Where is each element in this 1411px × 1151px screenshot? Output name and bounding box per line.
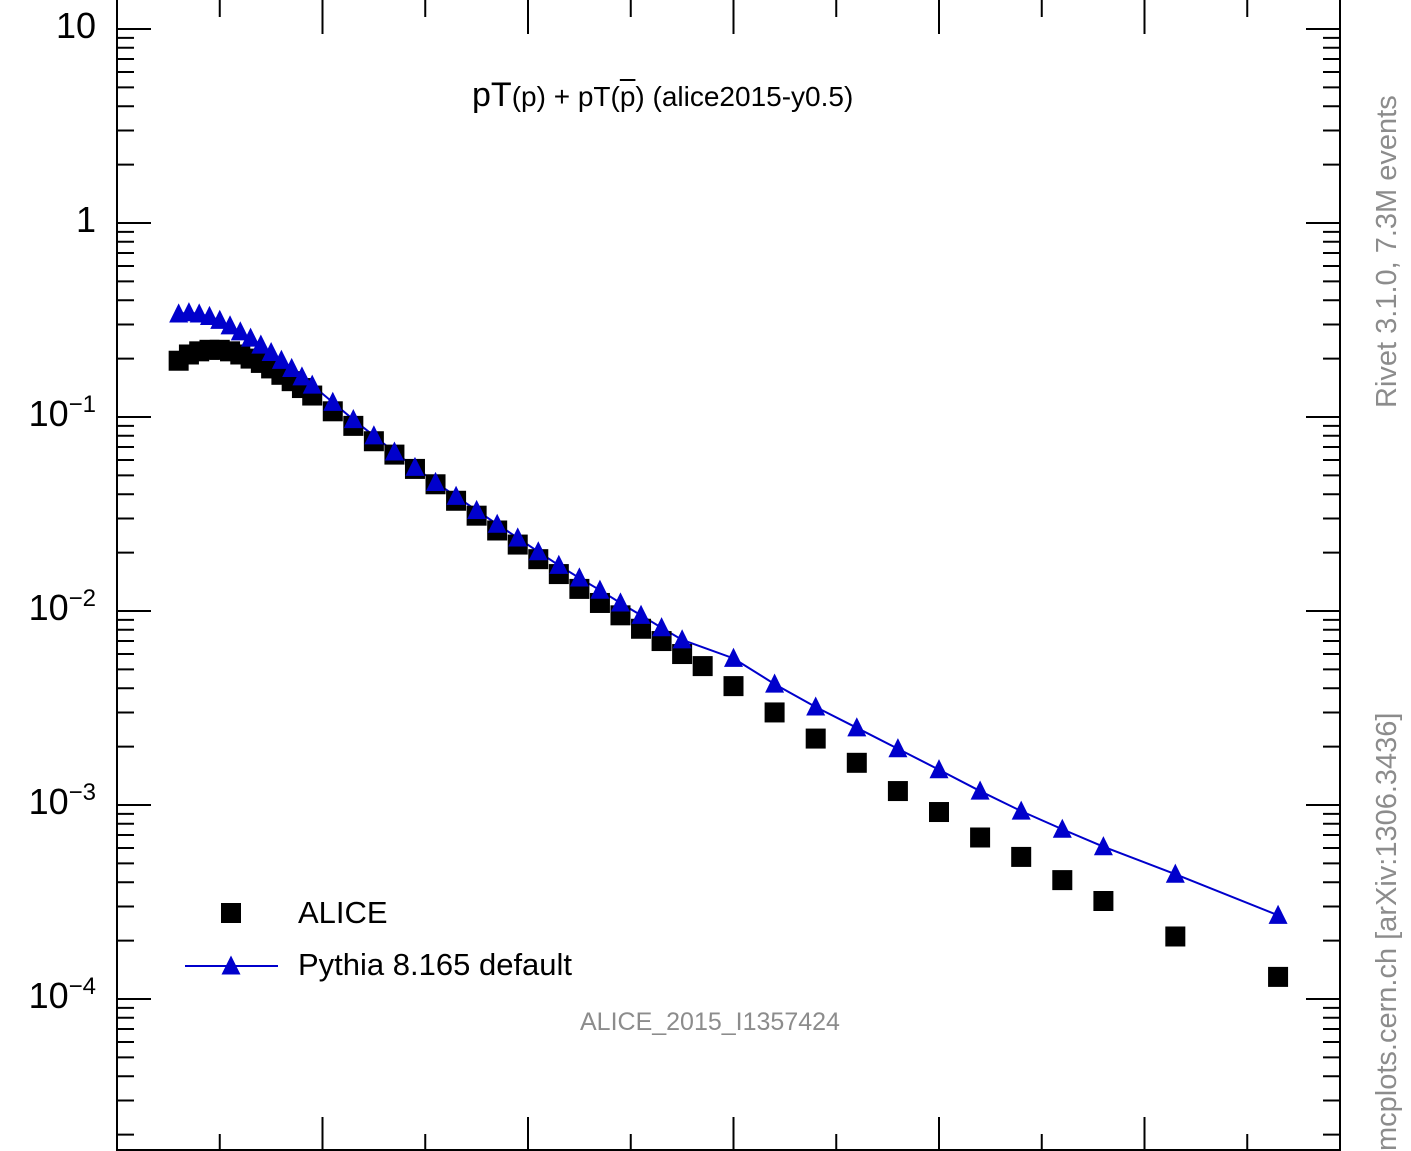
pythia-data-point [724, 647, 743, 667]
pythia-data-point [282, 357, 302, 377]
series-line-pythia [178, 311, 1279, 917]
series-lines [178, 311, 1279, 917]
pythia-data-point [426, 471, 446, 491]
pythia-data-point [590, 579, 610, 599]
legend-marker-alice [221, 903, 241, 923]
pythia-data-point [230, 321, 250, 341]
pythia-data-point [847, 717, 867, 737]
alice-data-point [887, 781, 908, 802]
alice-data-point [846, 752, 867, 773]
pythia-data-point [487, 513, 507, 533]
pythia-data-point [1165, 863, 1185, 883]
alice-data-point [1052, 870, 1073, 891]
y-tick-label: 10−2 [6, 585, 96, 629]
y-tick-label: 10−1 [6, 391, 96, 435]
pythia-data-point [610, 592, 630, 612]
pythia-data-point [405, 456, 425, 476]
title-part-d: p [619, 81, 636, 112]
y-tick-label-base: 1 [75, 199, 96, 240]
pythia-data-point [652, 617, 672, 637]
y-tick-label: 10−3 [6, 779, 96, 823]
legend-markers [185, 903, 278, 975]
pythia-data-point [1011, 800, 1031, 820]
pythia-data-point [251, 334, 271, 354]
chart-title: pT(p) + pT(p) (alice2015-y0.5) [472, 76, 853, 115]
pythia-data-point [806, 696, 826, 716]
alice-data-point [805, 728, 826, 749]
pythia-data-point [970, 780, 990, 800]
pythia-data-point [569, 567, 589, 587]
pythia-data-point [210, 309, 230, 329]
pythia-data-point [549, 554, 569, 574]
y-tick-label-base: 10 [28, 587, 69, 628]
y-tick-label-base: 10 [28, 781, 69, 822]
legend-label-pythia: Pythia 8.165 default [298, 947, 573, 982]
title-part-e: ) (alice2015-y0.5) [635, 81, 854, 112]
pythia-data-point [199, 305, 219, 325]
pythia-data-point [888, 738, 908, 758]
title-part-a: pT [472, 76, 512, 114]
pythia-data-point [220, 315, 240, 335]
legend-marker-pythia [221, 955, 241, 975]
pythia-data-point [1268, 904, 1288, 924]
pythia-data-point [528, 541, 548, 561]
pythia-data-point [508, 527, 528, 547]
alice-data-point [692, 656, 713, 677]
y-tick-label-exponent: −4 [68, 973, 96, 1000]
plot-frame [116, 0, 1341, 1151]
pythia-data-point [1052, 818, 1072, 838]
pythia-data-point [271, 349, 291, 369]
alice-data-point [1268, 966, 1289, 987]
axis-ticks [117, 0, 1340, 1151]
analysis-watermark: ALICE_2015_I1357424 [580, 1008, 840, 1036]
y-tick-label-exponent: −2 [68, 585, 96, 612]
y-tick-label-base: 10 [55, 5, 96, 46]
alice-data-point [723, 676, 744, 697]
y-tick-label-base: 10 [28, 393, 69, 434]
pythia-data-point [929, 759, 949, 779]
alice-data-point [929, 802, 949, 823]
pythia-data-point [672, 629, 692, 649]
pythia-data-point [261, 341, 281, 362]
y-tick-label: 10 [6, 5, 96, 47]
pythia-data-point [302, 374, 322, 394]
side-label-mcplots: mcplots.cern.ch [arXiv:1306.3436] [1371, 712, 1403, 1151]
title-part-b: (p) [511, 81, 546, 112]
alice-data-point [970, 827, 991, 848]
pythia-data-point [384, 441, 404, 461]
alice-data-point [764, 702, 785, 723]
side-label-rivet: Rivet 3.1.0, 7.3M events [1371, 95, 1403, 408]
pythia-data-point [292, 366, 312, 386]
alice-data-point [1165, 926, 1186, 947]
pythia-data-point [631, 604, 651, 624]
y-tick-label-base: 10 [28, 975, 69, 1016]
pythia-data-point [241, 327, 261, 347]
y-tick-label-exponent: −1 [68, 391, 96, 418]
y-tick-label: 1 [6, 199, 96, 241]
title-part-c: + pT( [545, 81, 620, 112]
y-tick-label-exponent: −3 [68, 779, 96, 806]
pythia-data-point [1093, 836, 1113, 856]
pythia-data-point [323, 391, 343, 411]
legend-label-alice: ALICE [298, 895, 388, 930]
pythia-data-point [364, 425, 384, 445]
series-markers [168, 302, 1289, 987]
alice-data-point [1011, 846, 1032, 867]
alice-data-point [672, 644, 693, 665]
pythia-data-point [765, 673, 785, 693]
alice-data-point [1093, 891, 1114, 912]
y-tick-label: 10−4 [6, 973, 96, 1017]
pythia-data-point [467, 499, 487, 519]
pythia-data-point [446, 485, 466, 505]
pythia-data-point [343, 409, 363, 429]
